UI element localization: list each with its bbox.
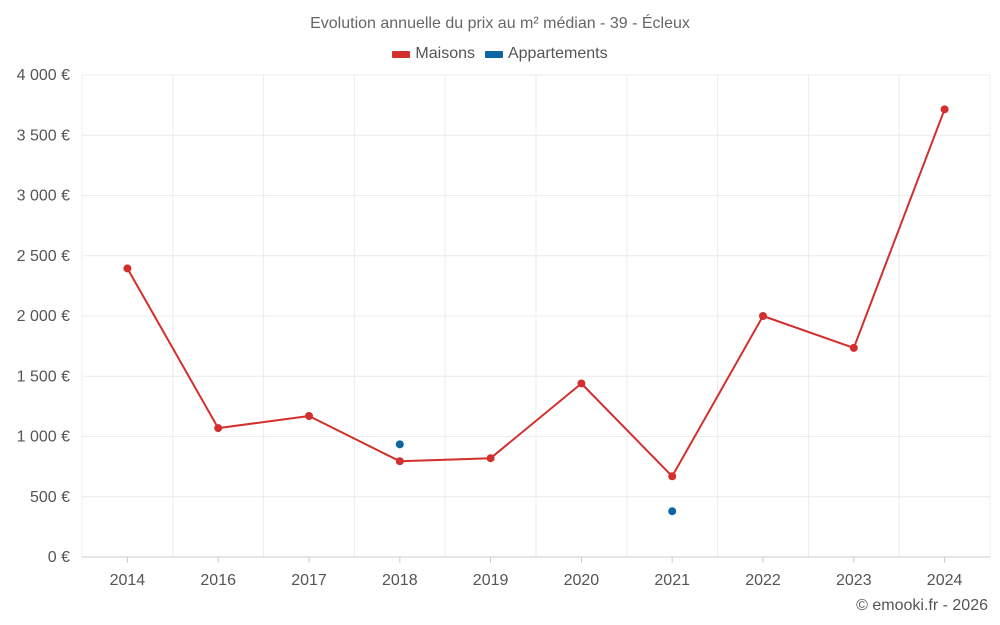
legend-item-appartements[interactable]: Appartements (484, 45, 608, 63)
data-point-maisons (849, 343, 858, 352)
y-tick-label: 3 500 € (17, 127, 70, 144)
y-tick-label: 4 000 € (17, 67, 70, 84)
legend-swatch-appartements (484, 50, 503, 58)
x-tick-label: 2018 (382, 572, 418, 589)
x-tick-label: 2019 (473, 572, 509, 589)
x-tick-label: 2017 (291, 572, 327, 589)
y-tick-label: 0 € (48, 549, 70, 566)
data-point-maisons (305, 412, 313, 421)
footer-credit: © emooki.fr - 2026 (856, 597, 988, 614)
legend-label-maisons: Maisons (415, 45, 475, 62)
y-tick-label: 1 500 € (17, 368, 70, 385)
data-point-maisons (214, 424, 223, 433)
x-tick-label: 2014 (110, 572, 146, 589)
data-point-maisons (940, 105, 949, 114)
y-tick-label: 3 000 € (17, 188, 70, 205)
y-tick-label: 2 500 € (17, 248, 70, 265)
data-point-maisons (123, 264, 132, 273)
x-tick-label: 2020 (564, 572, 600, 589)
x-tick-label: 2023 (836, 572, 872, 589)
x-tick-label: 2021 (654, 572, 690, 589)
data-point-maisons (395, 457, 404, 466)
y-tick-label: 2 000 € (17, 308, 70, 325)
data-point-appartements (668, 507, 677, 516)
data-point-maisons (668, 472, 677, 481)
chart-title: Evolution annuelle du prix au m² médian … (310, 15, 690, 32)
data-point-maisons (486, 454, 495, 463)
legend-swatch-maisons (392, 50, 411, 58)
series-line-maisons (126, 108, 946, 478)
x-tick-label: 2024 (927, 572, 963, 589)
y-tick-label: 1 000 € (17, 429, 70, 446)
x-tick-label: 2016 (200, 572, 236, 589)
data-point-appartements (395, 440, 404, 449)
legend-item-maisons[interactable]: Maisons (392, 45, 475, 63)
data-point-maisons (759, 312, 767, 320)
y-tick-label: 500 € (30, 489, 70, 506)
data-point-maisons (577, 379, 586, 388)
x-tick-label: 2022 (745, 572, 781, 589)
legend-label-appartements: Appartements (507, 45, 608, 62)
legend: Maisons Appartements (0, 45, 1000, 63)
